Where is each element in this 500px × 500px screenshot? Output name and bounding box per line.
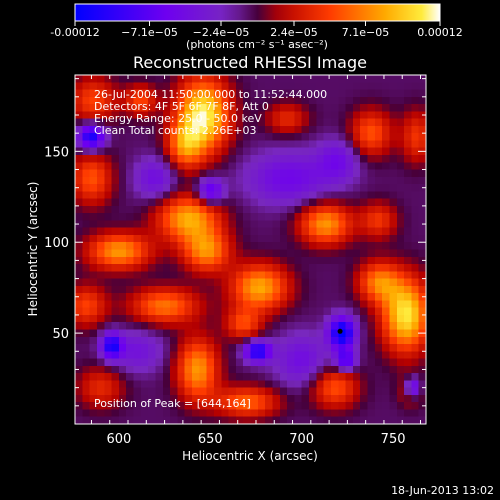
colorbar-label: (photons cm⁻² s⁻¹ asec⁻²) <box>186 38 328 51</box>
colorbar-tick-label: 2.4e−05 <box>270 26 317 39</box>
y-tick-label: 50 <box>52 327 69 342</box>
chart-title: Reconstructed RHESSI Image <box>133 53 367 72</box>
heatmap-image <box>75 75 426 424</box>
x-tick-label: 750 <box>381 432 406 447</box>
x-axis-label: Heliocentric X (arcsec) <box>182 449 318 463</box>
x-tick-label: 600 <box>106 432 131 447</box>
plot-area: 600 650 700 750 50 100 150 <box>44 74 427 447</box>
colorbar-gradient <box>74 3 441 22</box>
colorbar-tick-label: -0.00012 <box>50 26 99 39</box>
source-marker <box>337 328 343 334</box>
x-tick-label: 700 <box>289 432 314 447</box>
colorbar-tick-label: −7.1e−05 <box>121 26 178 39</box>
y-tick-label: 150 <box>44 145 69 160</box>
colorbar-ticks: -0.00012 −7.1e−05 −2.4e−05 2.4e−05 7.1e−05 0.… <box>50 21 463 39</box>
x-tick-label: 650 <box>198 432 223 447</box>
axis-ticks: 600 650 700 750 50 100 150 <box>44 75 426 447</box>
annotation-line: 26-Jul-2004 11:50:00.000 to 11:52:44.000 <box>94 88 327 101</box>
colorbar-tick-label: 0.00012 <box>417 26 463 39</box>
colorbar-tick-label: 7.1e−05 <box>342 26 389 39</box>
annotation-line: Detectors: 4F 5F 6F 7F 8F, Att 0 <box>94 100 269 113</box>
annotation-block: 26-Jul-2004 11:50:00.000 to 11:52:44.000… <box>94 88 327 137</box>
peak-position-label: Position of Peak = [644,164] <box>94 397 251 410</box>
annotation-line: Clean Total counts: 2.26E+03 <box>94 124 257 137</box>
plot-frame <box>74 74 427 425</box>
colorbar: -0.00012 −7.1e−05 −2.4e−05 2.4e−05 7.1e−05 0.… <box>50 3 463 51</box>
colorbar-tick-label: −2.4e−05 <box>193 26 250 39</box>
y-tick-label: 100 <box>44 236 69 251</box>
footer-date: 18-Jun-2013 13:02 <box>391 484 494 497</box>
annotation-line: Energy Range: 25.0 - 50.0 keV <box>94 112 262 125</box>
y-axis-label: Heliocentric Y (arcsec) <box>26 182 40 317</box>
